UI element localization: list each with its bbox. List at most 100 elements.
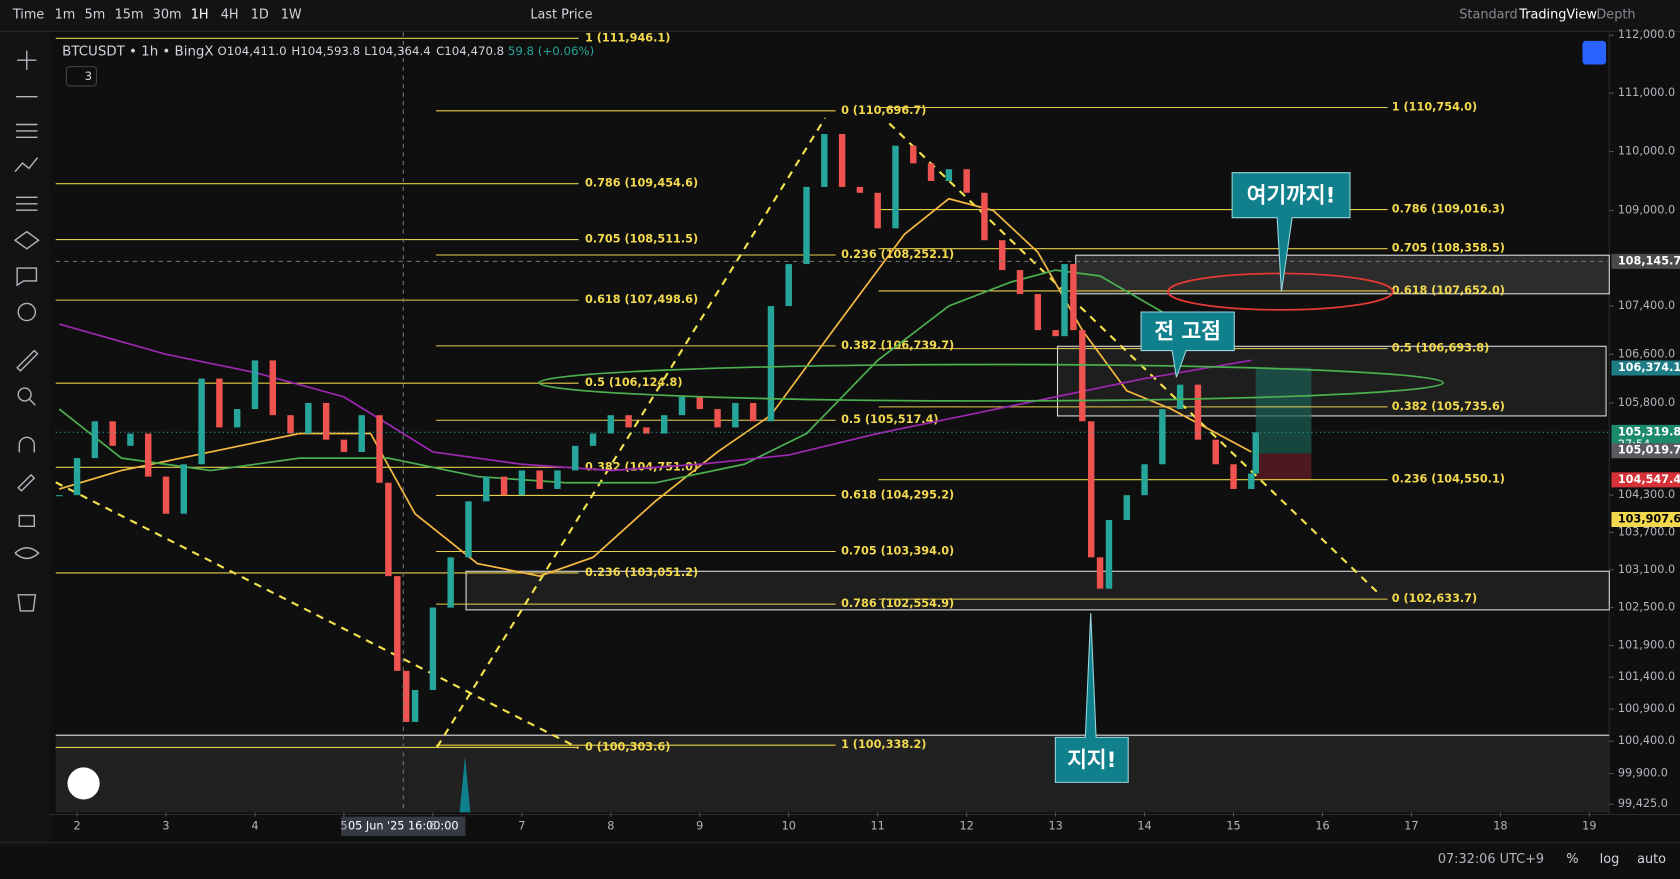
price-badge-label: 108,145.7 — [1618, 254, 1680, 267]
x-tick-label: 4 — [251, 819, 258, 832]
timeframe[interactable]: Time — [12, 8, 45, 23]
candle — [180, 464, 188, 514]
candle — [1141, 464, 1148, 496]
candle — [1159, 409, 1166, 465]
candle — [411, 689, 419, 722]
annotation: 전 고점 — [1154, 319, 1221, 344]
crosshair-label: 05 Jun '25 16:00:00 — [348, 819, 459, 832]
candle — [1052, 330, 1059, 337]
indicator-toggle[interactable] — [65, 66, 97, 87]
clock: 07:32:06 UTC+9 — [1438, 852, 1544, 867]
price-badge-label: 105,019.7 — [1618, 444, 1680, 457]
x-tick-label: 11 — [871, 819, 885, 832]
candle — [145, 433, 152, 477]
candle — [1123, 495, 1130, 520]
candle — [518, 470, 526, 496]
price-badge — [1611, 253, 1680, 269]
candle — [856, 186, 864, 193]
fib-label: 0.786 (109,016.3) — [1392, 203, 1505, 216]
candle — [394, 576, 401, 671]
price-source[interactable]: Last Price — [530, 8, 592, 23]
legend-high: H104,593.8 — [291, 44, 360, 58]
candle — [127, 433, 134, 446]
y-tick-label: 103,100.0 — [1618, 563, 1675, 576]
candle — [109, 421, 116, 446]
candle — [749, 402, 757, 422]
crosshair-badge — [341, 816, 466, 836]
legend-close: C104,470.8 — [436, 44, 504, 58]
candle — [340, 439, 348, 452]
fib-label: 0.705 (108,358.5) — [1392, 242, 1505, 255]
timeframe[interactable]: 1D — [251, 8, 269, 23]
fib-label: 0.618 (107,498.6) — [585, 293, 698, 306]
x-tick-label: 18 — [1493, 819, 1507, 832]
candle — [447, 557, 454, 608]
legend-low: L104,364.4 — [364, 44, 430, 58]
candle — [483, 476, 490, 502]
timeframe[interactable]: 30m — [153, 8, 182, 23]
candle — [1087, 421, 1095, 558]
candle — [465, 501, 472, 558]
footer-button[interactable]: log — [1600, 852, 1620, 867]
candle — [678, 396, 686, 416]
legend-change: 59.8 (+0.06%) — [508, 44, 594, 58]
candle — [927, 163, 935, 182]
x-tick-label: 10 — [782, 819, 796, 832]
sync-button[interactable] — [1582, 40, 1607, 65]
fib-label: 0.236 (108,252.1) — [841, 248, 954, 261]
timeframe[interactable]: 4H — [221, 8, 239, 23]
price-badge-label: 105,319.8 — [1618, 425, 1680, 438]
candle — [910, 145, 917, 164]
tool-icons[interactable] — [13, 50, 40, 612]
fib-label: 0.786 (109,454.6) — [585, 177, 698, 190]
candle — [838, 133, 846, 187]
candle — [429, 607, 437, 690]
fib-label: 0.705 (108,511.5) — [585, 233, 698, 246]
candle — [402, 670, 410, 722]
fib-label: 0.236 (103,051.2) — [585, 566, 698, 579]
footer-button[interactable]: % — [1566, 852, 1578, 867]
mode[interactable]: Depth — [1596, 8, 1635, 23]
candle — [1034, 294, 1042, 331]
fib-label: 1 (111,946.1) — [585, 31, 670, 44]
candle — [1070, 264, 1077, 331]
timeframe[interactable]: 1H — [191, 8, 209, 23]
candle — [233, 409, 241, 428]
position-loss — [1255, 453, 1312, 481]
candle — [198, 378, 205, 465]
x-tick-label: 17 — [1404, 819, 1418, 832]
candle — [536, 470, 543, 489]
candle — [714, 409, 721, 428]
price-badge — [1611, 472, 1680, 488]
candle — [803, 186, 810, 265]
candle — [999, 240, 1006, 271]
x-tick-label: 3 — [162, 819, 169, 832]
callout — [1054, 613, 1129, 783]
candle — [732, 402, 739, 428]
footer-button[interactable]: auto — [1637, 852, 1666, 867]
y-tick-label: 109,000.0 — [1618, 204, 1675, 217]
candle — [1248, 473, 1255, 489]
callout — [1140, 311, 1235, 378]
mode[interactable]: Standard — [1459, 8, 1517, 23]
timeframe[interactable]: 1m — [55, 8, 76, 23]
timeframe[interactable]: 15m — [115, 8, 144, 23]
x-tick-label: 2 — [73, 819, 80, 832]
candle — [376, 415, 383, 483]
candle — [785, 264, 792, 307]
candle — [1194, 384, 1202, 440]
candle — [554, 470, 561, 489]
timeframe[interactable]: 1W — [281, 8, 302, 23]
mode[interactable]: TradingView — [1518, 8, 1597, 23]
zone — [465, 570, 1610, 611]
zone — [55, 735, 1610, 813]
fib-label: 0.382 (105,735.6) — [1392, 400, 1505, 413]
fib-label: 0.5 (105,517.4) — [841, 413, 938, 426]
timeframe[interactable]: 5m — [85, 8, 106, 23]
candle — [1096, 557, 1104, 589]
trend-line — [55, 481, 580, 750]
y-tick-label: 103,700.0 — [1618, 525, 1675, 538]
x-tick-label: 5 — [340, 819, 347, 832]
x-tick-label: 6 — [429, 819, 436, 832]
x-tick-label: 7 — [518, 819, 525, 832]
